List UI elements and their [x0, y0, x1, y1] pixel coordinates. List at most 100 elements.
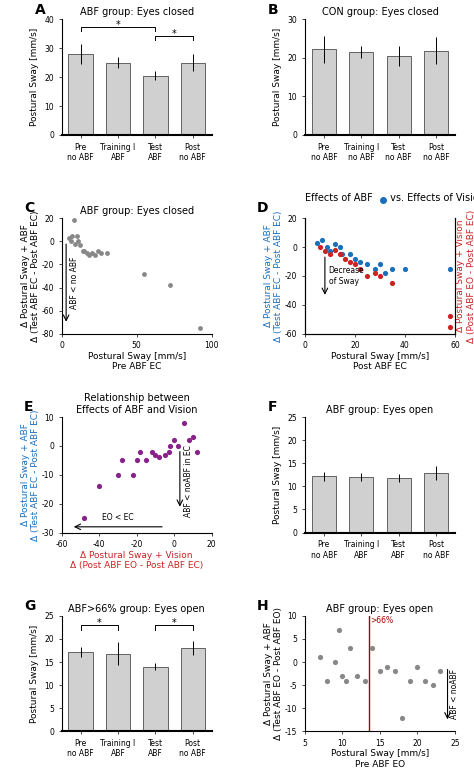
Point [129, 468, 137, 481]
Point [346, 248, 354, 261]
Text: ABF < no ABF: ABF < no ABF [70, 257, 79, 309]
Title: ABF>66% group: Eyes open: ABF>66% group: Eyes open [68, 604, 205, 614]
Point [376, 259, 384, 271]
Point [180, 416, 187, 429]
Point [335, 624, 342, 636]
Point [165, 446, 173, 458]
Text: C: C [24, 201, 34, 215]
Point [70, 214, 77, 227]
Point [341, 252, 349, 265]
Y-axis label: Δ Postural Sway + Vision
Δ (Post ABF EO - Post ABF EC): Δ Postural Sway + Vision Δ (Post ABF EO … [456, 209, 474, 343]
Point [72, 238, 79, 250]
Bar [386, 478, 411, 533]
Point [68, 229, 76, 241]
Title: ABF group: Eyes open: ABF group: Eyes open [326, 604, 434, 614]
Point [414, 660, 421, 673]
Point [174, 440, 182, 452]
Point [91, 249, 99, 262]
Point [314, 237, 321, 249]
Point [167, 440, 174, 452]
Point [391, 665, 399, 677]
Text: vs. Effects of Vision: vs. Effects of Vision [387, 194, 474, 203]
X-axis label: Postural Sway [mm/s]
Pre ABF EO: Postural Sway [mm/s] Pre ABF EO [331, 749, 429, 769]
Bar [68, 652, 93, 731]
Point [376, 665, 384, 677]
Point [83, 247, 91, 259]
Point [88, 247, 95, 259]
Point [381, 267, 389, 279]
Point [446, 310, 454, 323]
Point [65, 231, 73, 244]
Point [354, 670, 361, 682]
Bar [424, 51, 448, 135]
Point [383, 660, 391, 673]
Y-axis label: Postural Sway [mm/s]: Postural Sway [mm/s] [30, 625, 39, 723]
Bar [143, 76, 167, 135]
Point [152, 448, 159, 461]
Point [137, 446, 144, 458]
Text: D: D [257, 201, 268, 215]
Title: Relationship between
Effects of ABF and Vision: Relationship between Effects of ABF and … [76, 393, 198, 415]
Point [364, 270, 371, 283]
Point [94, 245, 101, 257]
Text: *: * [97, 618, 102, 628]
Point [428, 679, 436, 691]
Point [346, 255, 354, 268]
Point [421, 674, 429, 687]
Point [401, 262, 409, 275]
Point [371, 267, 379, 279]
Bar [349, 52, 374, 135]
Point [97, 247, 104, 259]
Point [133, 454, 140, 467]
Text: Effects of ABF: Effects of ABF [305, 194, 373, 203]
Point [140, 268, 148, 280]
Text: *: * [116, 20, 120, 30]
Point [351, 259, 359, 271]
Point [79, 245, 86, 257]
Point [103, 247, 110, 259]
Point [193, 446, 201, 458]
Point [356, 262, 364, 275]
Point [338, 670, 346, 682]
Point [364, 259, 371, 271]
Bar [143, 666, 167, 731]
Point [331, 238, 339, 250]
Point [406, 674, 414, 687]
Point [351, 252, 359, 265]
Point [399, 711, 406, 724]
Point [336, 248, 344, 261]
Point [81, 245, 88, 257]
Title: ABF group: Eyes closed: ABF group: Eyes closed [80, 7, 194, 17]
Text: G: G [24, 599, 36, 613]
Title: ABF group: Eyes closed: ABF group: Eyes closed [80, 206, 194, 216]
Text: >66%: >66% [370, 616, 393, 625]
Point [185, 434, 193, 447]
Point [338, 248, 346, 261]
Point [148, 446, 155, 458]
Point [336, 241, 344, 253]
Text: *: * [172, 29, 176, 39]
Point [95, 480, 103, 492]
Y-axis label: Δ Postural Sway + ABF
Δ (Test ABF EC - Post ABF EC): Δ Postural Sway + ABF Δ (Test ABF EC - P… [21, 409, 40, 540]
Text: B: B [267, 2, 278, 16]
Text: *: * [172, 618, 176, 628]
Point [114, 468, 122, 481]
Y-axis label: Postural Sway [mm/s]: Postural Sway [mm/s] [30, 28, 39, 126]
Point [85, 249, 92, 262]
X-axis label: Postural Sway [mm/s]
Pre ABF EC: Postural Sway [mm/s] Pre ABF EC [88, 352, 186, 372]
X-axis label: Δ Postural Sway + Vision
Δ (Post ABF EO - Post ABF EC): Δ Postural Sway + Vision Δ (Post ABF EO … [70, 550, 203, 570]
Y-axis label: Postural Sway [mm/s]: Postural Sway [mm/s] [273, 426, 282, 524]
Point [389, 262, 396, 275]
Point [196, 322, 203, 334]
Title: CON group: Eyes closed: CON group: Eyes closed [321, 7, 438, 17]
Title: ABF group: Eyes open: ABF group: Eyes open [326, 405, 434, 415]
Y-axis label: Δ Postural Sway + ABF
Δ (Test ABF EC - Post ABF EC): Δ Postural Sway + ABF Δ (Test ABF EC - P… [21, 211, 40, 342]
Point [342, 674, 350, 687]
Point [319, 234, 326, 246]
X-axis label: Postural Sway [mm/s]
Post ABF EC: Postural Sway [mm/s] Post ABF EC [331, 352, 429, 372]
Point [81, 512, 88, 524]
Point [326, 248, 334, 261]
Point [331, 244, 339, 256]
Point [324, 241, 331, 253]
Text: H: H [257, 599, 268, 613]
